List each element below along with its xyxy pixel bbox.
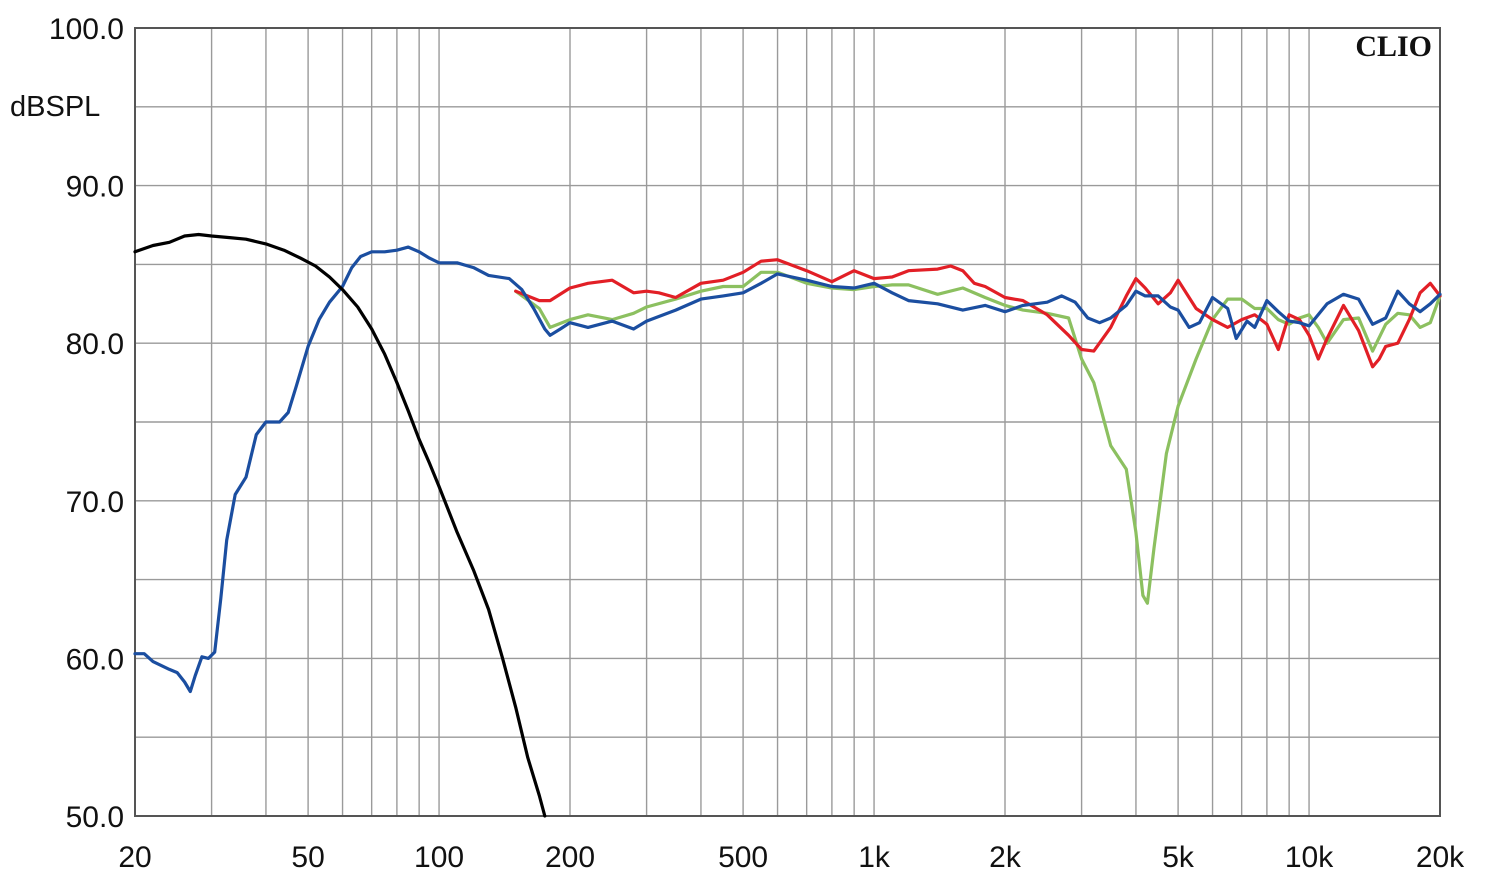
y-tick-label: 100.0 [49, 13, 124, 46]
y-tick-label: 90.0 [66, 171, 124, 204]
x-tick-label: 1k [858, 841, 891, 874]
x-tick-labels: 20 50 100 200 500 1k 2k 5k 10k 20k [118, 841, 1465, 874]
x-tick-label: 20k [1416, 841, 1465, 874]
x-tick-label: 500 [718, 841, 768, 874]
x-tick-label: 200 [545, 841, 595, 874]
x-tick-label: 100 [414, 841, 464, 874]
y-tick-label: 50.0 [66, 801, 124, 834]
y-gridlines [135, 106, 1440, 738]
x-tick-label: 5k [1162, 841, 1195, 874]
series-line-3 [133, 245, 1442, 694]
y-tick-labels: 100.0 90.0 80.0 70.0 60.0 50.0 [49, 13, 124, 834]
series-line-4 [133, 232, 547, 818]
y-tick-label: 80.0 [66, 328, 124, 361]
x-tick-label: 2k [989, 841, 1022, 874]
x-tick-label: 10k [1285, 841, 1334, 874]
y-tick-label: 70.0 [66, 486, 124, 519]
clio-brand-label: CLIO [1355, 30, 1432, 63]
series-line-1 [514, 270, 1442, 605]
y-axis-unit-label: dBSPL [10, 91, 100, 123]
series-line-2 [514, 258, 1442, 369]
x-tick-label: 20 [118, 841, 151, 874]
x-tick-label: 50 [291, 841, 324, 874]
plot-frame [134, 27, 1441, 817]
series-layer [133, 232, 1442, 818]
y-tick-label: 60.0 [66, 643, 124, 676]
